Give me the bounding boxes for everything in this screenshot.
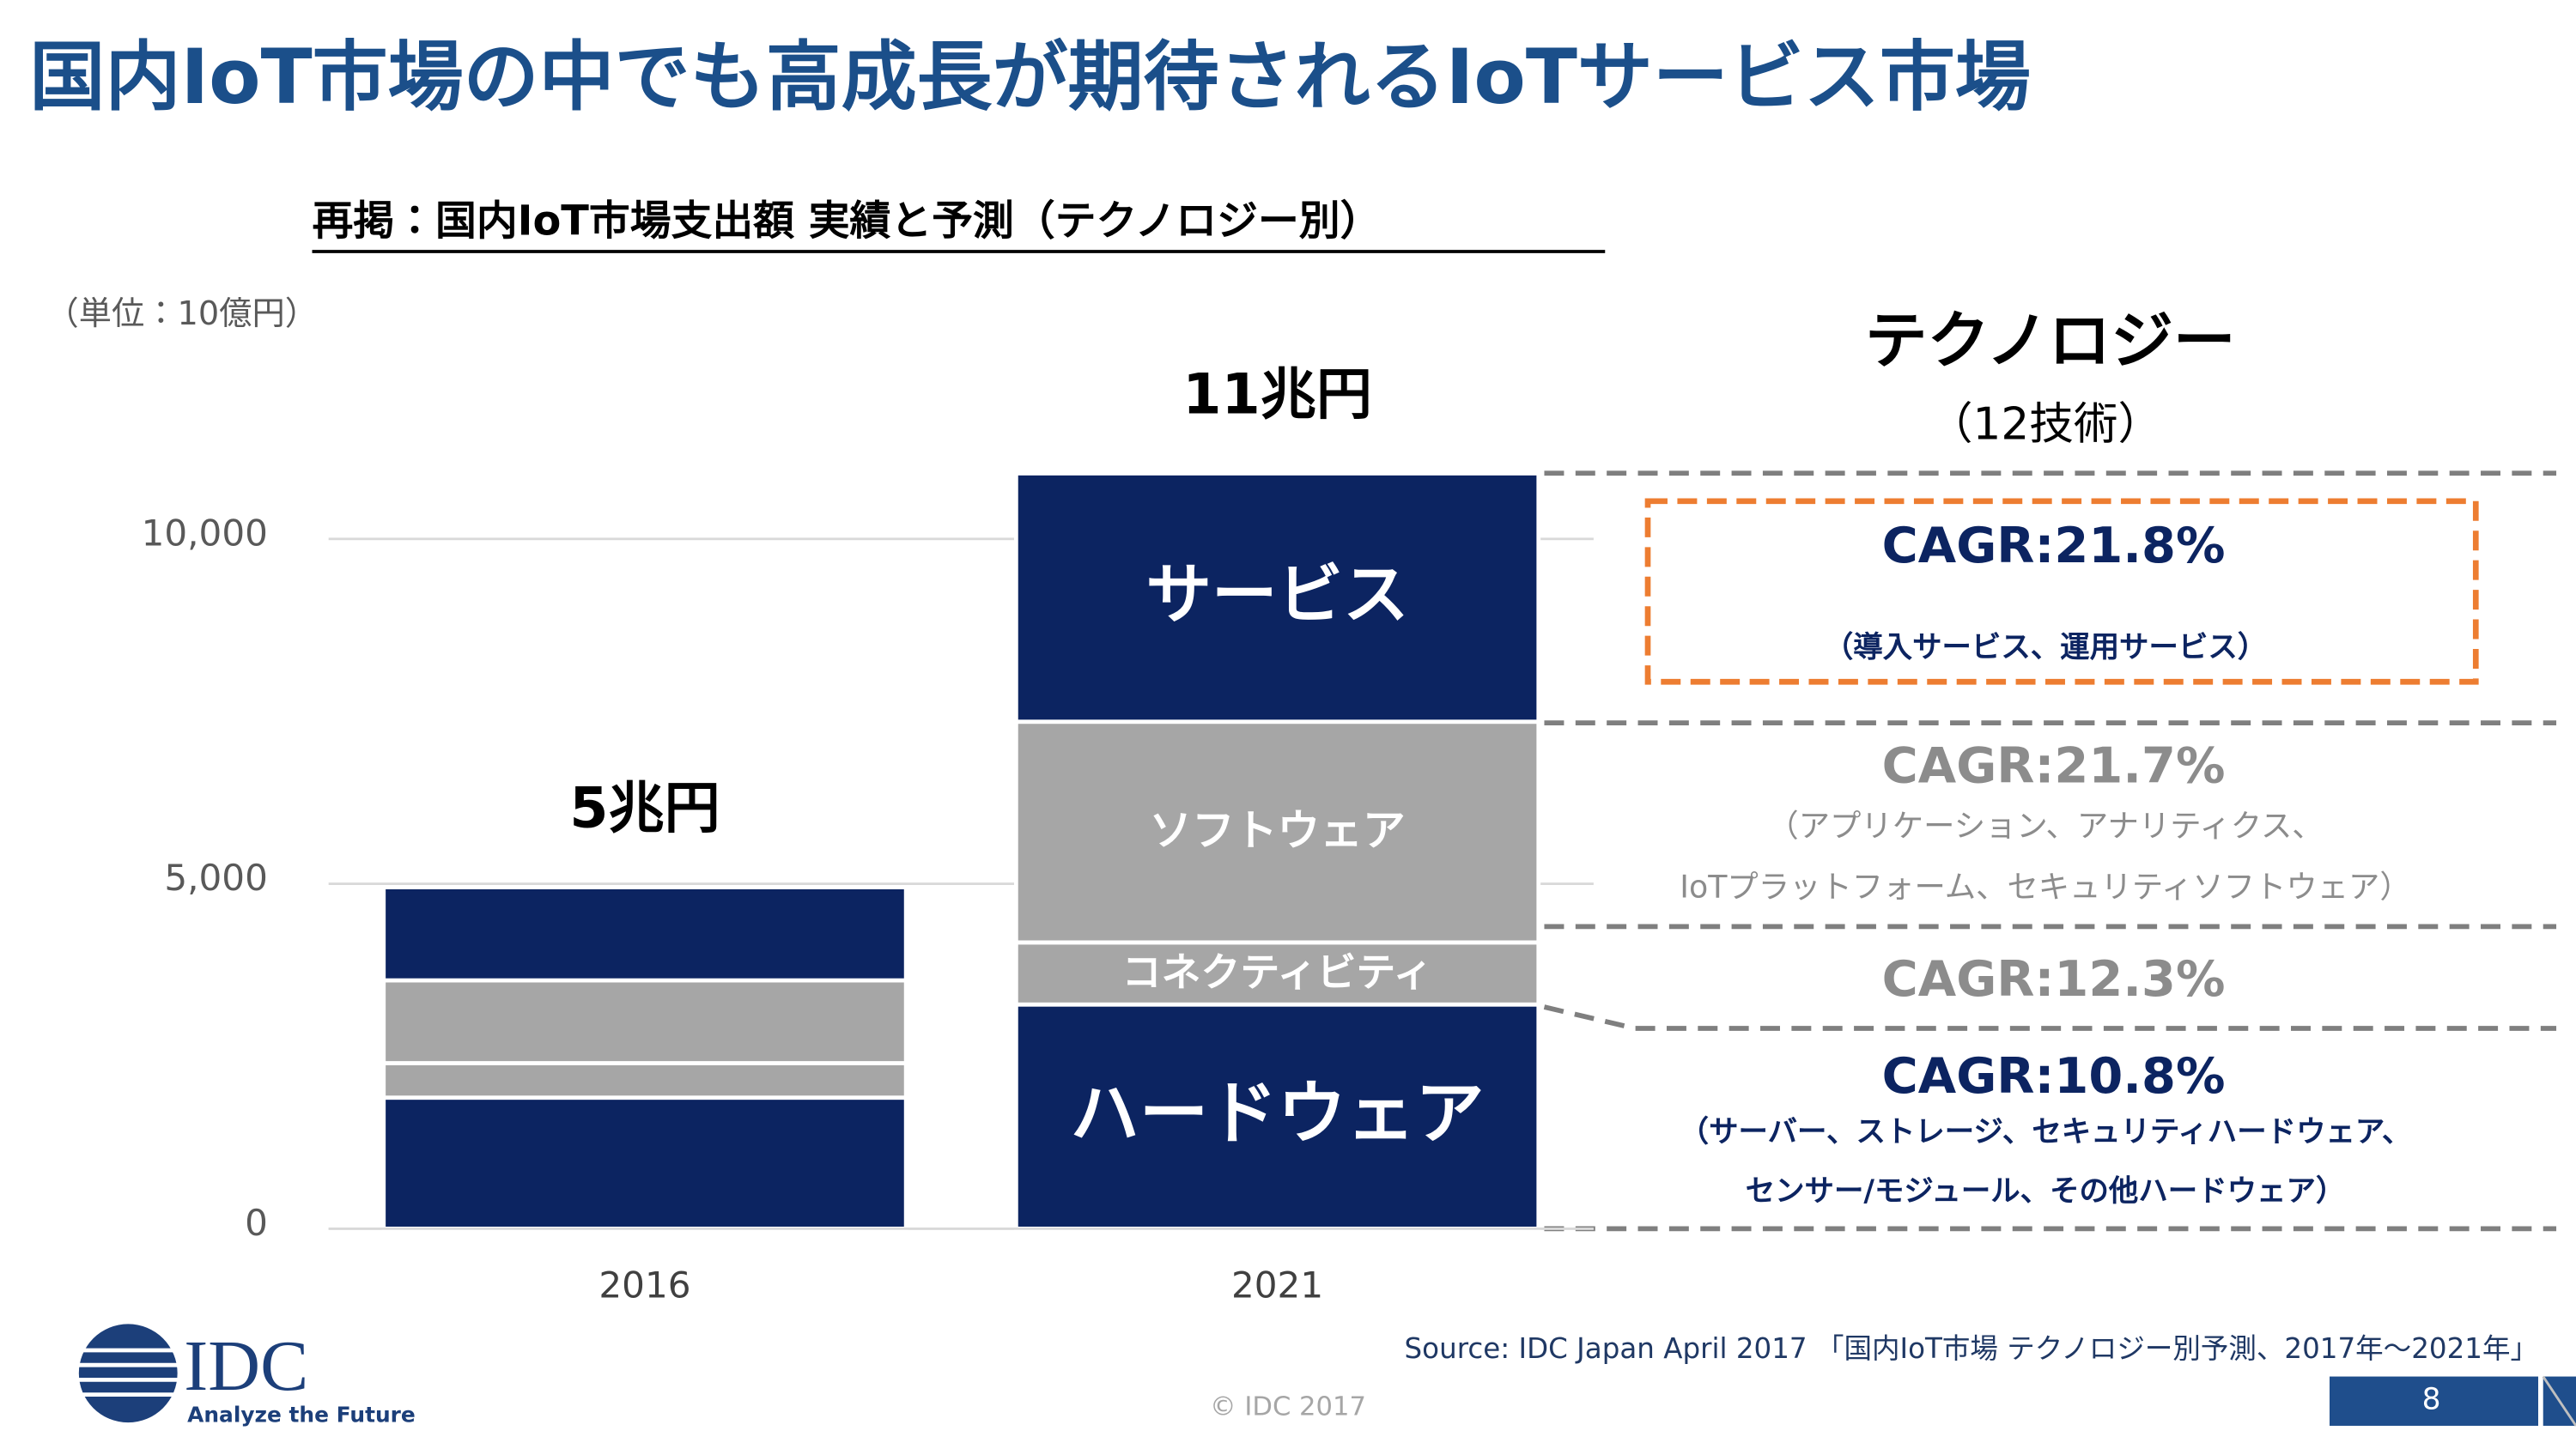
segment-label: コネクティビティ — [1122, 949, 1433, 995]
segment-label: サービス — [1146, 557, 1409, 634]
cagr-label: CAGR:12.3% — [1882, 950, 2226, 1008]
bar-segment — [1013, 471, 1541, 724]
bar-segment — [381, 978, 908, 1065]
dividers — [1543, 470, 2557, 1232]
bar-segment — [381, 1061, 908, 1100]
cagr-detail: （サーバー、ストレージ、セキュリティハードウェア、 — [1680, 1115, 2412, 1149]
segment-label: ソフトウェア — [1149, 806, 1405, 856]
cagr-detail: （アプリケーション、アナリティクス、 — [1767, 808, 2323, 845]
bar-segment — [381, 1095, 908, 1231]
x-tick-label: 2016 — [598, 1264, 690, 1307]
chart: 0 5,000 10,000 5兆円 2016 ハードウェア コネクティビティ ソフトウェア サ… — [142, 363, 1594, 1307]
page-corner-line — [2542, 1375, 2576, 1427]
copyright: © IDC 2017 — [1210, 1391, 1366, 1422]
bar-segment — [1013, 719, 1541, 945]
source: Source: IDC Japan April 2017 「国内IoT市場 テク… — [1405, 1332, 2538, 1365]
total-label: 5兆円 — [569, 777, 720, 841]
panel-title: テクノロジー — [1865, 306, 2236, 378]
logo-text: IDC — [184, 1326, 308, 1406]
x-tick-label: 2021 — [1231, 1264, 1323, 1307]
cagr-detail: （導入サービス、運用サービス） — [1824, 630, 2267, 664]
logo-globe — [78, 1324, 178, 1423]
logo-stripes — [76, 1348, 181, 1397]
cagr-detail: IoTプラットフォーム、セキュリティソフトウェア） — [1680, 868, 2410, 905]
chart-title: 再掲：国内IoT市場支出額 実績と予測（テクノロジー別） — [313, 197, 1382, 245]
panel-subtitle: （12技術） — [1929, 399, 2162, 451]
slide-title: 国内IoT市場の中でも高成長が期待されるIoTサービス市場 — [29, 33, 2030, 121]
y-tick-label: 0 — [245, 1202, 268, 1244]
cagr-label: CAGR:10.8% — [1882, 1047, 2226, 1105]
bar-segment — [1013, 1002, 1541, 1231]
y-tick-label: 5,000 — [164, 857, 267, 899]
segment-label: ハードウェア — [1071, 1073, 1485, 1154]
page-number: 8 — [2422, 1383, 2441, 1417]
logo-tagline: Analyze the Future — [187, 1402, 416, 1427]
cagr-label: CAGR:21.8% — [1882, 517, 2226, 574]
cagr-label: CAGR:21.7% — [1882, 737, 2226, 794]
page-box — [2330, 1376, 2538, 1426]
total-label: 11兆円 — [1182, 363, 1372, 427]
bar-segment — [381, 885, 908, 983]
logo: IDC Analyze the Future — [76, 1324, 416, 1427]
cagr-detail: センサー/モジュール、その他ハードウェア） — [1746, 1174, 2346, 1209]
highlight-box — [1644, 498, 2479, 685]
unit-label: （単位：10億円） — [46, 294, 318, 333]
y-tick-label: 10,000 — [142, 512, 268, 554]
